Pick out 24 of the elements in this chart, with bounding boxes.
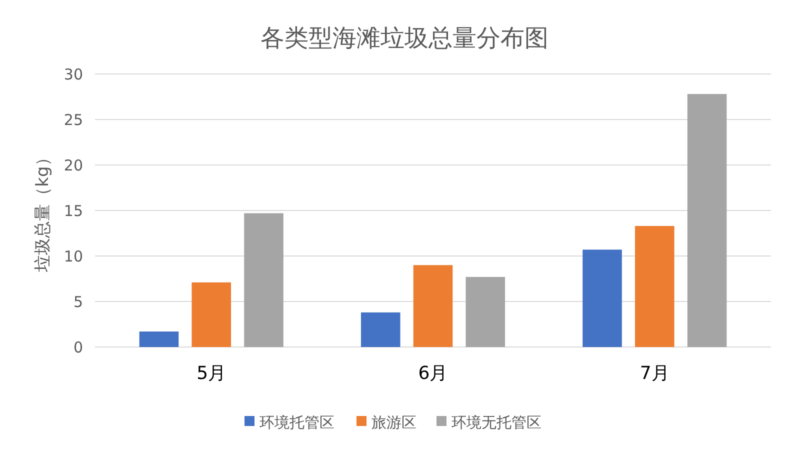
y-tick-label: 25 (64, 110, 83, 129)
x-tick-label: 6月 (418, 363, 448, 384)
legend-label: 环境托管区 (260, 413, 334, 432)
y-tick-label: 30 (64, 65, 83, 84)
bar (634, 226, 674, 347)
y-tick-label: 5 (73, 292, 83, 311)
legend-label: 环境无托管区 (452, 413, 542, 432)
bar (244, 213, 284, 347)
bar (139, 332, 179, 347)
y-axis-title: 垃圾总量（kg） (33, 149, 53, 273)
y-tick-label: 0 (73, 338, 83, 356)
x-tick-label: 5月 (196, 363, 226, 384)
bar (687, 94, 727, 347)
bar (192, 282, 232, 347)
y-tick-label: 20 (64, 156, 83, 174)
bar (466, 276, 506, 347)
x-tick-label: 7月 (640, 363, 670, 384)
y-tick-label: 15 (64, 202, 83, 220)
chart-title: 各类型海滩垃圾总量分布图 (260, 24, 548, 52)
bar (413, 265, 453, 347)
bar (582, 250, 622, 347)
legend-label: 旅游区 (372, 413, 416, 432)
y-tick-label: 10 (64, 247, 83, 266)
bar (360, 312, 400, 347)
